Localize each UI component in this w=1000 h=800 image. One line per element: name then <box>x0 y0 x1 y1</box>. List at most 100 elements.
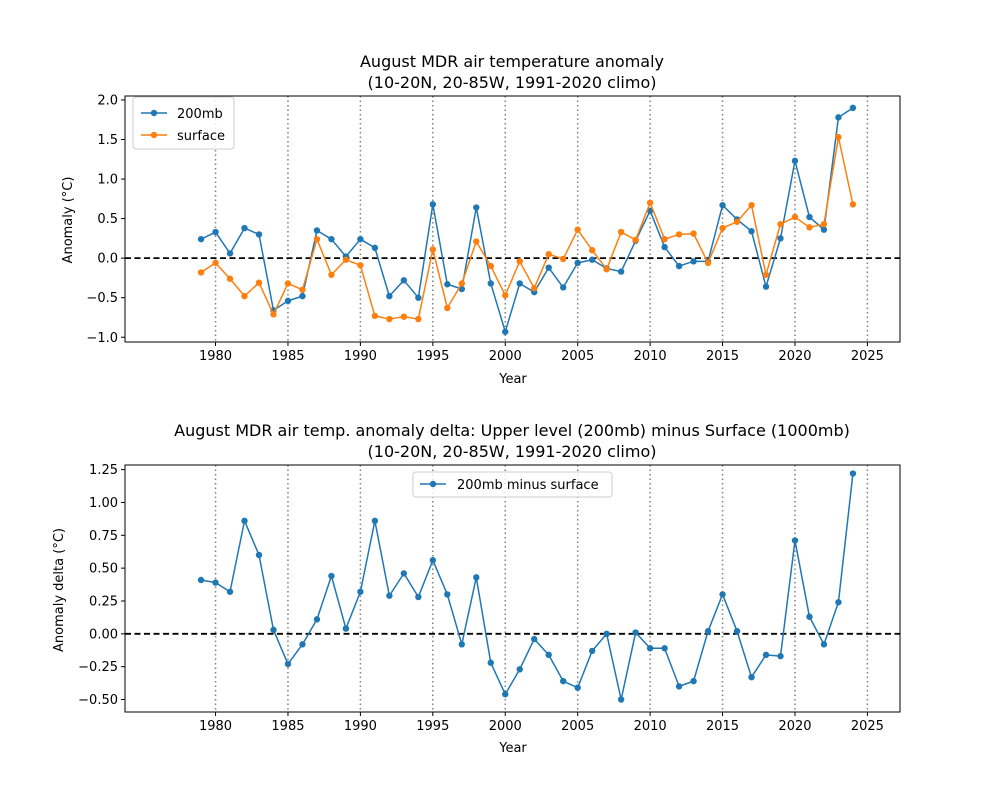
data-point-surface-1998 <box>473 238 480 245</box>
series-line-200mb-minus-surface <box>200 473 854 701</box>
data-point-200mb-minus-surface-1991 <box>371 517 379 525</box>
data-point-200mb-1979 <box>197 235 205 243</box>
data-point-200mb-minus-surface-1981 <box>226 588 234 595</box>
x-tick-label-2025: 2025 <box>851 719 884 734</box>
data-point-200mb-1991 <box>371 244 379 252</box>
data-point-200mb-minus-surface-1999 <box>487 659 494 666</box>
data-point-200mb-1987 <box>313 227 321 234</box>
data-point-200mb-2003 <box>545 264 552 271</box>
data-point-200mb-2021 <box>806 213 813 221</box>
y-tick-label-0: −1.0 <box>86 331 118 346</box>
data-point-200mb-minus-surface-1996 <box>444 591 451 598</box>
data-point-200mb-minus-surface-2017 <box>748 673 755 681</box>
data-point-200mb-minus-surface-1988 <box>328 572 335 580</box>
x-tick-label-1985: 1985 <box>271 719 304 734</box>
data-point-200mb-minus-surface-2023 <box>835 599 842 606</box>
y-tick-label-3: 0.25 <box>89 594 118 609</box>
data-point-surface-2012 <box>675 231 683 238</box>
data-point-surface-1995 <box>429 246 437 253</box>
data-point-200mb-minus-surface-2012 <box>675 683 683 690</box>
data-point-surface-2003 <box>545 250 552 258</box>
data-point-200mb-1986 <box>299 292 306 300</box>
data-point-surface-2022 <box>820 220 828 228</box>
data-point-surface-1994 <box>415 315 422 323</box>
data-point-200mb-minus-surface-1979 <box>197 576 205 584</box>
x-tick-label-1990: 1990 <box>344 719 377 734</box>
data-point-surface-2017 <box>748 201 755 209</box>
legend-label-delta: 200mb minus surface <box>457 478 599 493</box>
x-tick-label-2005: 2005 <box>561 719 594 734</box>
data-point-200mb-2023 <box>835 114 842 121</box>
data-point-200mb-1993 <box>400 277 408 284</box>
data-point-200mb-1981 <box>226 250 234 257</box>
x-tick-label-2010: 2010 <box>634 349 667 364</box>
data-point-surface-2006 <box>588 247 596 254</box>
data-point-surface-2021 <box>806 224 813 231</box>
data-point-200mb-minus-surface-1985 <box>284 660 292 668</box>
x-axis-label: Year <box>498 741 527 756</box>
x-tick-label-1980: 1980 <box>199 719 232 734</box>
data-point-200mb-2024 <box>849 104 857 112</box>
chart-title-line2: (10-20N, 20-85W, 1991-2020 climo) <box>368 73 657 92</box>
legend: 200mb surface <box>132 96 235 150</box>
data-point-200mb-2011 <box>661 243 668 251</box>
data-point-200mb-1988 <box>328 235 335 243</box>
data-point-surface-2001 <box>516 258 523 265</box>
data-point-surface-1999 <box>487 262 494 270</box>
chart-title-line2: (10-20N, 20-85W, 1991-2020 climo) <box>368 442 657 461</box>
data-point-200mb-2022 <box>820 226 828 233</box>
data-point-surface-2007 <box>603 266 610 273</box>
data-point-200mb-1983 <box>255 231 263 238</box>
chart-air-temperature-anomaly: August MDR air temperature anomaly (10-2… <box>61 52 901 387</box>
data-point-200mb-minus-surface-1986 <box>299 641 306 648</box>
data-point-200mb-2017 <box>748 228 755 235</box>
data-point-200mb-minus-surface-2016 <box>733 627 741 635</box>
data-point-surface-1993 <box>400 313 408 320</box>
data-point-200mb-minus-surface-2003 <box>545 651 552 659</box>
legend-box <box>132 96 235 150</box>
data-point-surface-1987 <box>313 235 321 243</box>
y-tick-label-3: 0.5 <box>97 212 118 227</box>
x-tick-label-1985: 1985 <box>271 349 304 364</box>
y-tick-label-5: 1.5 <box>97 133 118 148</box>
data-point-200mb-minus-surface-2010 <box>646 645 654 652</box>
data-point-surface-1985 <box>284 280 292 287</box>
x-tick-label-1995: 1995 <box>416 719 449 734</box>
x-tick-label-2000: 2000 <box>489 349 522 364</box>
chart-title-line1: August MDR air temperature anomaly <box>360 52 664 71</box>
data-point-200mb-2008 <box>617 268 625 275</box>
x-tick-label-2005: 2005 <box>561 349 594 364</box>
y-axis-label: Anomaly delta (°C) <box>52 528 67 652</box>
data-point-surface-2010 <box>646 199 654 206</box>
data-point-200mb-2000 <box>502 328 509 335</box>
data-point-200mb-minus-surface-2001 <box>516 666 523 673</box>
data-point-200mb-minus-surface-1998 <box>473 574 480 581</box>
y-tick-label-2: 0.0 <box>97 252 118 267</box>
data-point-surface-2019 <box>777 220 784 228</box>
data-point-200mb-1995 <box>429 201 437 208</box>
x-tick-label-2015: 2015 <box>706 349 739 364</box>
data-point-200mb-2020 <box>791 157 799 165</box>
data-point-surface-1980 <box>212 259 219 267</box>
data-point-200mb-1998 <box>473 204 480 211</box>
y-tick-label-4: 0.50 <box>89 562 118 577</box>
data-point-200mb-2005 <box>574 259 581 267</box>
data-point-surface-2002 <box>531 285 538 292</box>
y-tick-label-4: 1.0 <box>97 173 118 188</box>
data-point-surface-2009 <box>632 236 639 244</box>
data-point-200mb-minus-surface-2008 <box>617 696 625 703</box>
data-point-surface-2018 <box>762 271 770 278</box>
data-point-200mb-minus-surface-1994 <box>415 593 422 601</box>
data-point-200mb-1999 <box>487 280 494 287</box>
y-tick-label-6: 2.0 <box>97 93 118 108</box>
data-point-surface-1989 <box>342 256 350 263</box>
data-point-200mb-minus-surface-1989 <box>342 625 350 632</box>
data-point-200mb-minus-surface-1997 <box>458 641 465 648</box>
data-point-200mb-1992 <box>386 292 393 300</box>
plot-frame <box>124 464 901 713</box>
data-point-200mb-minus-surface-1980 <box>212 579 219 586</box>
data-point-200mb-minus-surface-1983 <box>255 551 263 559</box>
data-point-surface-2015 <box>719 224 726 232</box>
data-point-200mb-2018 <box>762 283 770 290</box>
data-point-200mb-minus-surface-2011 <box>661 645 668 652</box>
